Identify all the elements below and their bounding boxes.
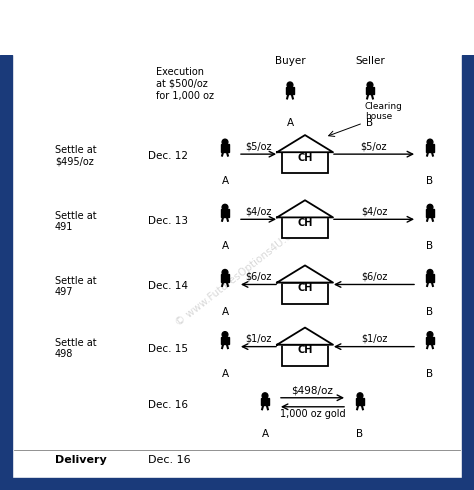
Circle shape xyxy=(222,332,228,338)
Text: Futures Contract: Futures Contract xyxy=(104,14,370,41)
Text: CH: CH xyxy=(297,218,313,228)
Text: Dec. 12: Dec. 12 xyxy=(148,151,188,161)
Polygon shape xyxy=(277,200,333,218)
FancyBboxPatch shape xyxy=(286,87,293,95)
Text: Clearing
house: Clearing house xyxy=(365,101,403,121)
Text: $1/oz: $1/oz xyxy=(361,334,387,343)
Text: $1/oz: $1/oz xyxy=(246,334,272,343)
FancyBboxPatch shape xyxy=(221,209,228,217)
FancyBboxPatch shape xyxy=(427,274,434,282)
Text: A: A xyxy=(221,176,228,186)
Circle shape xyxy=(367,82,373,88)
FancyBboxPatch shape xyxy=(282,218,328,238)
FancyBboxPatch shape xyxy=(221,144,228,151)
Circle shape xyxy=(427,332,433,338)
Text: $4/oz: $4/oz xyxy=(246,206,272,216)
Text: A: A xyxy=(286,118,293,128)
Text: Dec. 13: Dec. 13 xyxy=(148,216,188,226)
Circle shape xyxy=(222,139,228,145)
Text: B: B xyxy=(356,429,364,439)
FancyBboxPatch shape xyxy=(221,274,228,282)
Bar xyxy=(0,55,12,490)
Circle shape xyxy=(427,270,433,275)
Text: B: B xyxy=(427,242,434,251)
FancyBboxPatch shape xyxy=(356,398,364,405)
FancyBboxPatch shape xyxy=(427,209,434,217)
Polygon shape xyxy=(277,135,333,152)
Text: B: B xyxy=(427,176,434,186)
Text: B: B xyxy=(427,307,434,317)
Text: $498/oz: $498/oz xyxy=(292,386,333,396)
Text: A: A xyxy=(262,429,269,439)
FancyBboxPatch shape xyxy=(221,337,228,344)
Text: Seller: Seller xyxy=(355,56,385,66)
FancyBboxPatch shape xyxy=(282,345,328,366)
FancyBboxPatch shape xyxy=(427,337,434,344)
Bar xyxy=(0,478,474,490)
Text: Delivery: Delivery xyxy=(55,455,107,465)
Text: $4/oz: $4/oz xyxy=(361,206,387,216)
Text: Buyer: Buyer xyxy=(275,56,305,66)
Text: Dec. 14: Dec. 14 xyxy=(148,281,188,292)
Text: $6/oz: $6/oz xyxy=(246,271,272,281)
FancyBboxPatch shape xyxy=(282,152,328,173)
Text: $5/oz: $5/oz xyxy=(361,141,387,151)
Text: Dec. 16: Dec. 16 xyxy=(148,400,188,410)
Text: A: A xyxy=(221,368,228,379)
FancyBboxPatch shape xyxy=(282,283,328,303)
Text: Settle at
491: Settle at 491 xyxy=(55,211,97,232)
Text: © www.FuturesOptions4U.com: © www.FuturesOptions4U.com xyxy=(174,221,306,328)
Circle shape xyxy=(262,393,268,398)
Text: Dec. 16: Dec. 16 xyxy=(148,455,191,465)
Text: A: A xyxy=(221,242,228,251)
Text: $6/oz: $6/oz xyxy=(361,271,387,281)
FancyBboxPatch shape xyxy=(427,144,434,151)
Bar xyxy=(462,55,474,490)
Text: CH: CH xyxy=(297,283,313,294)
Text: CH: CH xyxy=(297,153,313,163)
Circle shape xyxy=(427,204,433,210)
Text: CH: CH xyxy=(297,345,313,355)
Circle shape xyxy=(222,270,228,275)
Polygon shape xyxy=(277,266,333,283)
Circle shape xyxy=(222,204,228,210)
Text: Execution
at $500/oz
for 1,000 oz: Execution at $500/oz for 1,000 oz xyxy=(156,67,214,101)
Text: Settle at
498: Settle at 498 xyxy=(55,338,97,360)
Circle shape xyxy=(357,393,363,398)
FancyBboxPatch shape xyxy=(261,398,269,405)
Circle shape xyxy=(427,139,433,145)
Text: B: B xyxy=(427,368,434,379)
Text: B: B xyxy=(366,118,374,128)
Text: 1,000 oz gold: 1,000 oz gold xyxy=(280,409,346,419)
Text: A: A xyxy=(221,307,228,317)
FancyBboxPatch shape xyxy=(366,87,374,95)
Text: $5/oz: $5/oz xyxy=(245,141,272,151)
Circle shape xyxy=(287,82,293,88)
Text: Dec. 15: Dec. 15 xyxy=(148,343,188,354)
Text: Settle at
497: Settle at 497 xyxy=(55,276,97,297)
Text: Settle at
$495/oz: Settle at $495/oz xyxy=(55,146,97,167)
Polygon shape xyxy=(277,328,333,345)
